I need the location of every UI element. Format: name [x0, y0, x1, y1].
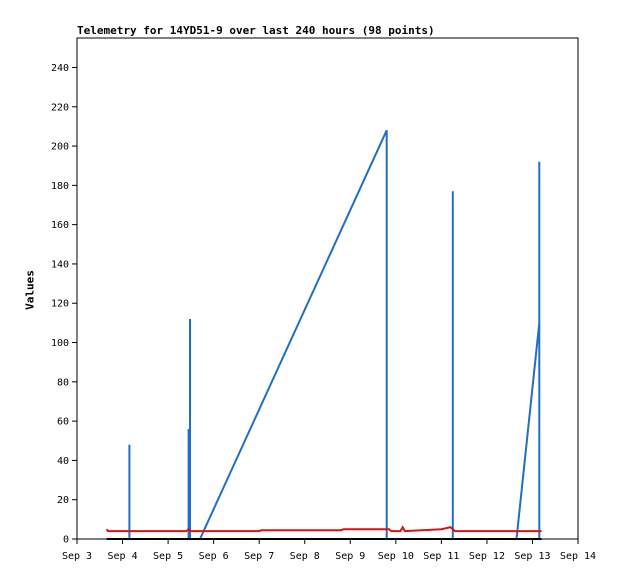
x-tick-label: Sep 7: [244, 551, 274, 562]
x-tick-label: Sep 11: [423, 551, 459, 562]
y-tick-label: 160: [51, 220, 69, 231]
y-tick-label: 100: [51, 338, 69, 349]
x-tick-label: Sep 9: [335, 551, 365, 562]
x-tick-label: Sep 14: [560, 551, 596, 562]
series-line-1: [128, 129, 541, 540]
x-tick-label: Sep 6: [199, 551, 229, 562]
y-tick-label: 80: [57, 377, 69, 388]
x-tick-label: Sep 8: [290, 551, 320, 562]
plot-frame: [76, 37, 579, 540]
y-tick-label: 60: [57, 417, 69, 428]
y-tick-label: 120: [51, 299, 69, 310]
y-tick-label: 40: [57, 456, 69, 467]
x-tick-label: Sep 5: [153, 551, 183, 562]
y-tick-label: 200: [51, 142, 69, 153]
y-tick-label: 0: [63, 535, 69, 546]
series-line-2: [105, 525, 542, 533]
y-tick-label: 20: [57, 495, 69, 506]
y-tick-label: 220: [51, 102, 69, 113]
y-tick-label: 240: [51, 63, 69, 74]
x-tick-label: Sep 13: [514, 551, 550, 562]
x-tick-label: Sep 3: [62, 551, 92, 562]
x-tick-label: Sep 4: [107, 551, 137, 562]
x-tick-label: Sep 12: [469, 551, 505, 562]
chart-title: Telemetry for 14YD51-9 over last 240 hou…: [77, 24, 435, 37]
x-tick-label: Sep 10: [378, 551, 414, 562]
y-tick-label: 140: [51, 259, 69, 270]
y-tick-label: 180: [51, 181, 69, 192]
